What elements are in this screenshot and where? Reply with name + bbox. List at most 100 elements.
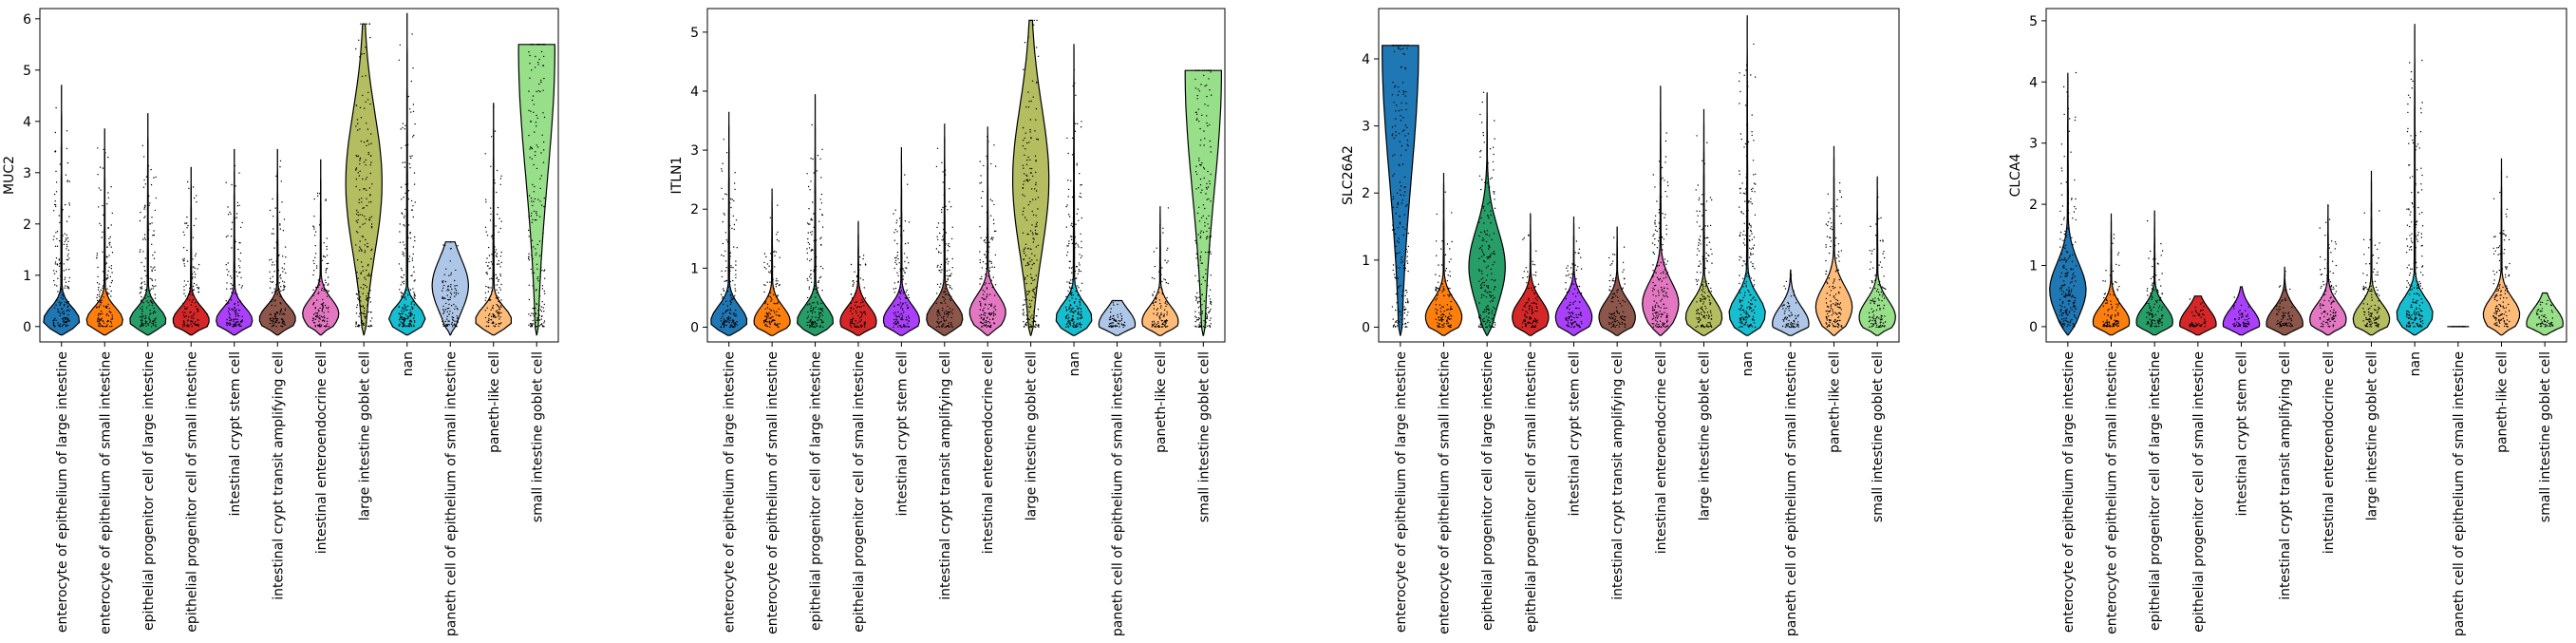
strip-point (1069, 311, 1072, 312)
strip-point (1202, 215, 1204, 217)
strip-point (763, 253, 766, 255)
strip-point (487, 286, 489, 288)
strip-point (776, 282, 779, 285)
strip-point (404, 161, 406, 163)
strip-point (1405, 308, 1407, 311)
strip-point (531, 239, 534, 241)
strip-point (1023, 207, 1025, 209)
strip-point (457, 245, 459, 247)
strip-point (321, 304, 324, 306)
strip-point (498, 217, 500, 219)
strip-point (1488, 201, 1491, 203)
strip-point (531, 212, 533, 214)
violin-8 (387, 12, 426, 336)
strip-point (728, 258, 731, 260)
strip-point (538, 295, 541, 297)
strip-point (1532, 263, 1534, 265)
strip-point (500, 312, 502, 314)
strip-point (362, 236, 365, 237)
strip-point (1572, 303, 1574, 305)
strip-point (59, 240, 61, 242)
strip-point (56, 231, 59, 233)
strip-point (1074, 82, 1076, 85)
strip-point (270, 280, 272, 283)
strip-point (1622, 287, 1625, 289)
strip-point (234, 307, 235, 310)
strip-point (233, 324, 235, 327)
strip-point (765, 268, 767, 270)
strip-point (362, 94, 364, 97)
strip-point (1574, 264, 1576, 266)
strip-point (1439, 311, 1442, 312)
strip-point (819, 275, 822, 278)
strip-point (1025, 294, 1027, 296)
strip-point (359, 324, 361, 327)
strip-point (226, 318, 228, 321)
strip-point (68, 319, 70, 322)
strip-point (1440, 316, 1442, 319)
strip-point (1069, 307, 1071, 310)
strip-point (65, 320, 66, 323)
strip-point (984, 321, 986, 324)
strip-point (1490, 268, 1493, 271)
strip-point (1492, 161, 1495, 163)
violin-1 (1424, 173, 1463, 336)
strip-point (1491, 312, 1493, 314)
strip-point (1067, 321, 1070, 323)
strip-point (109, 236, 112, 238)
strip-point (1407, 300, 1409, 302)
strip-point (540, 152, 542, 154)
strip-point (777, 301, 780, 303)
strip-point (363, 161, 366, 163)
strip-point (62, 295, 65, 297)
strip-point (904, 242, 907, 245)
strip-point (155, 321, 157, 323)
strip-point (538, 83, 540, 85)
strip-point (234, 311, 235, 312)
strip-point (778, 314, 780, 316)
strip-point (1208, 295, 1211, 297)
strip-point (1068, 242, 1070, 245)
strip-point (988, 313, 991, 315)
strip-point (404, 166, 406, 168)
strip-point (729, 300, 732, 302)
strip-point (149, 313, 151, 315)
strip-point (1023, 248, 1025, 251)
strip-point (364, 107, 366, 109)
x-tick-label: large intestine goblet cell (357, 351, 372, 520)
strip-point (154, 269, 156, 272)
strip-point (1161, 280, 1163, 283)
strip-point (1209, 140, 1212, 142)
strip-point (500, 322, 502, 324)
strip-point (1076, 305, 1078, 307)
strip-point (1572, 283, 1574, 285)
strip-point (540, 204, 543, 206)
strip-point (59, 312, 62, 314)
strip-point (725, 152, 728, 154)
strip-point (412, 300, 414, 302)
strip-point (765, 325, 767, 327)
strip-point (226, 303, 228, 305)
strip-point (318, 193, 321, 195)
strip-point (1071, 242, 1074, 244)
strip-point (282, 318, 284, 320)
strip-point (776, 238, 779, 241)
strip-point (816, 170, 818, 172)
strip-point (1664, 322, 1665, 325)
strip-point (186, 227, 188, 229)
strip-point (1202, 326, 1205, 328)
strip-point (368, 275, 370, 277)
strip-point (728, 321, 730, 324)
strip-point (322, 302, 325, 304)
strip-point (66, 237, 69, 239)
strip-point (240, 325, 242, 328)
strip-point (54, 204, 57, 206)
strip-point (1485, 296, 1488, 298)
strip-point (1199, 144, 1201, 146)
strip-point (729, 294, 731, 296)
strip-point (1532, 321, 1534, 324)
strip-point (317, 285, 319, 288)
strip-point (766, 321, 768, 323)
strip-point (1480, 217, 1482, 219)
